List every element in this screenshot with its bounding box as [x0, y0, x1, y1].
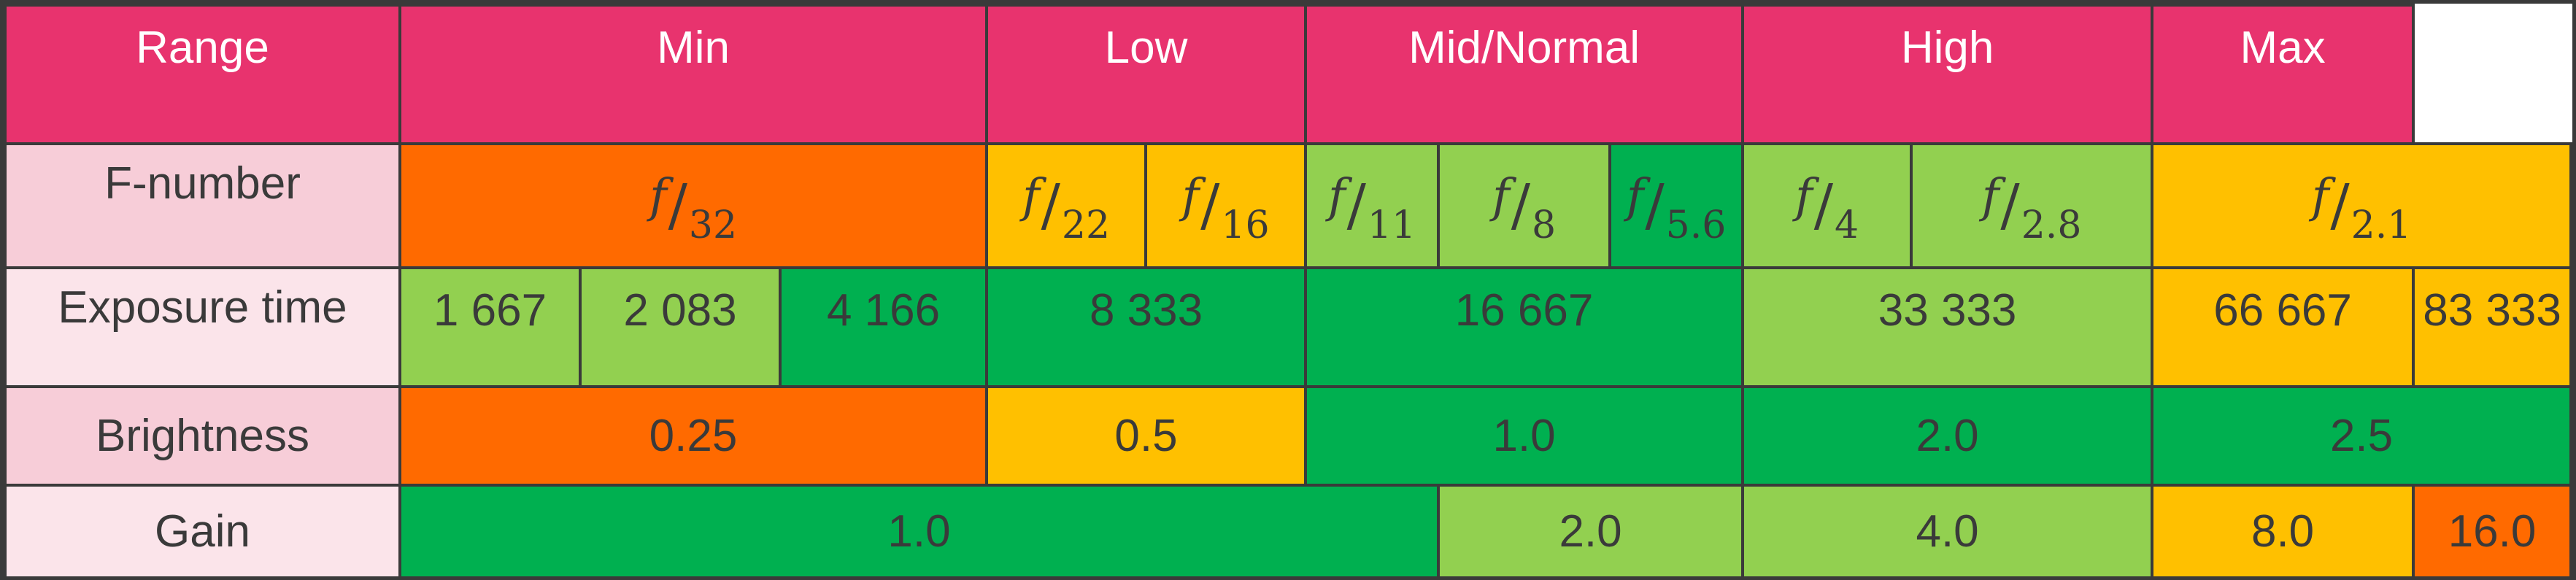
brightness-cell: 0.25	[398, 385, 989, 487]
fnumber-denominator: 22	[1061, 204, 1111, 247]
fnumber-f: f	[1981, 169, 2000, 223]
fnumber-f: f	[1795, 169, 1813, 223]
fnumber-cell: f/16	[1144, 142, 1308, 269]
camera-settings-table: Range Min Low Mid/Normal High Max F-numb…	[4, 4, 2572, 579]
fnumber-f: f	[649, 169, 667, 223]
gain-cell: 16.0	[2412, 484, 2572, 579]
fnumber-cell: f/2.8	[1910, 142, 2154, 269]
fnumber-denominator: 11	[1367, 204, 1416, 247]
fnumber-f: f	[2311, 169, 2329, 223]
fnumber-f: f	[1022, 169, 1040, 223]
header-low: Low	[985, 4, 1308, 145]
gain-cell: 4.0	[1741, 484, 2154, 579]
header-row: Range Min Low Mid/Normal High Max	[4, 4, 2571, 145]
brightness-label: Brightness	[4, 385, 401, 487]
fnumber-cell: f/4	[1741, 142, 1913, 269]
fnumber-label: F-number	[4, 142, 401, 269]
header-max: Max	[2151, 4, 2415, 145]
exposure-cell: 66 667	[2151, 266, 2415, 388]
exposure-time-row: Exposure time 1 667 2 083 4 166 8 333 16…	[4, 266, 2572, 388]
fnumber-denominator: 32	[688, 204, 738, 247]
gain-cell: 2.0	[1437, 484, 1745, 579]
gain-cell: 1.0	[398, 484, 1441, 579]
exposure-cell: 16 667	[1304, 266, 1745, 388]
fnumber-cell: f/32	[398, 142, 989, 269]
fnumber-cell: f/8	[1437, 142, 1612, 269]
fnumber-f: f	[1492, 169, 1510, 223]
fnumber-f: f	[1626, 169, 1644, 223]
exposure-cell: 2 083	[579, 266, 782, 388]
fnumber-cell: f/11	[1304, 142, 1441, 269]
brightness-cell: 2.0	[1741, 385, 2154, 487]
header-high: High	[1741, 4, 2154, 145]
fnumber-denominator: 16	[1221, 204, 1270, 247]
brightness-cell: 1.0	[1304, 385, 1745, 487]
fnumber-denominator: 2.1	[2351, 204, 2412, 247]
header-min: Min	[398, 4, 989, 145]
fnumber-row: F-number f/32 f/22 f/16 f/11 f/8 f/5.6 f…	[4, 142, 2572, 269]
fnumber-f: f	[1181, 169, 1200, 223]
fnumber-cell: f/22	[985, 142, 1148, 269]
fnumber-cell: f/5.6	[1608, 142, 1745, 269]
gain-cell: 8.0	[2151, 484, 2415, 579]
fnumber-denominator: 8	[1531, 204, 1557, 247]
fnumber-denominator: 2.8	[2021, 204, 2082, 247]
fnumber-f: f	[1327, 169, 1346, 223]
fnumber-denominator: 5.6	[1665, 204, 1727, 247]
fnumber-denominator: 4	[1835, 204, 1859, 247]
brightness-cell: 0.5	[985, 385, 1308, 487]
exposure-cell: 8 333	[985, 266, 1308, 388]
gain-row: Gain 1.0 2.0 4.0 8.0 16.0	[4, 484, 2572, 579]
exposure-cell: 1 667	[398, 266, 582, 388]
fnumber-cell: f/2.1	[2151, 142, 2572, 269]
brightness-row: Brightness 0.25 0.5 1.0 2.0 2.5	[4, 385, 2572, 487]
brightness-cell: 2.5	[2151, 385, 2572, 487]
exposure-cell: 33 333	[1741, 266, 2154, 388]
header-range: Range	[4, 4, 401, 145]
header-mid-normal: Mid/Normal	[1304, 4, 1745, 145]
gain-label: Gain	[4, 484, 401, 579]
exposure-time-label: Exposure time	[4, 266, 401, 388]
exposure-cell: 83 333	[2412, 266, 2572, 388]
exposure-cell: 4 166	[778, 266, 989, 388]
